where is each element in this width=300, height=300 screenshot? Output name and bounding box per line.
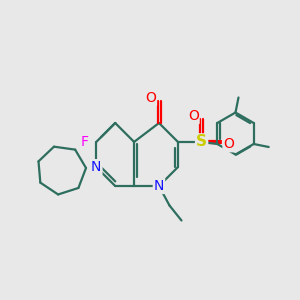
Text: N: N [91,160,101,174]
Text: O: O [224,137,234,151]
Text: S: S [196,134,207,149]
Text: N: N [154,179,164,193]
Text: F: F [81,135,89,149]
Text: O: O [188,109,199,123]
Text: O: O [145,91,156,105]
